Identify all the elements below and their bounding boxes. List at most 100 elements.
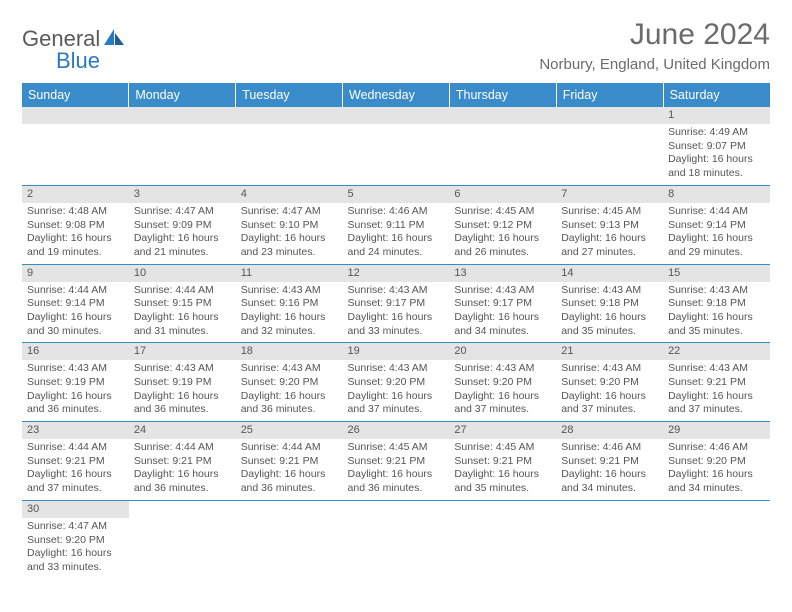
day-line: Sunrise: 4:45 AM — [454, 441, 551, 455]
day-cell: 22Sunrise: 4:43 AMSunset: 9:21 PMDayligh… — [663, 343, 770, 422]
day-cell — [343, 500, 450, 578]
day-line: and 37 minutes. — [561, 403, 658, 417]
day-line: Daylight: 16 hours — [27, 232, 124, 246]
week-row: 23Sunrise: 4:44 AMSunset: 9:21 PMDayligh… — [22, 422, 770, 501]
day-details: Sunrise: 4:46 AMSunset: 9:11 PMDaylight:… — [343, 203, 450, 264]
day-cell: 29Sunrise: 4:46 AMSunset: 9:20 PMDayligh… — [663, 422, 770, 501]
day-line: Daylight: 16 hours — [134, 390, 231, 404]
day-line: Daylight: 16 hours — [27, 390, 124, 404]
day-cell — [22, 107, 129, 185]
day-line: Sunset: 9:20 PM — [241, 376, 338, 390]
day-line: Sunset: 9:20 PM — [27, 534, 124, 548]
day-line: Sunset: 9:20 PM — [454, 376, 551, 390]
day-header: Tuesday — [236, 83, 343, 107]
day-line: and 34 minutes. — [668, 482, 765, 496]
day-line: and 33 minutes. — [348, 325, 445, 339]
day-line: Sunrise: 4:43 AM — [454, 362, 551, 376]
day-cell: 14Sunrise: 4:43 AMSunset: 9:18 PMDayligh… — [556, 264, 663, 343]
day-line: and 35 minutes. — [561, 325, 658, 339]
day-line: Sunrise: 4:47 AM — [134, 205, 231, 219]
day-header: Friday — [556, 83, 663, 107]
day-line: Daylight: 16 hours — [454, 232, 551, 246]
day-header: Thursday — [449, 83, 556, 107]
day-line: Sunset: 9:21 PM — [668, 376, 765, 390]
day-line: Daylight: 16 hours — [668, 390, 765, 404]
day-line: Sunset: 9:20 PM — [561, 376, 658, 390]
day-number: 22 — [663, 343, 770, 360]
day-line: Daylight: 16 hours — [27, 547, 124, 561]
day-cell: 4Sunrise: 4:47 AMSunset: 9:10 PMDaylight… — [236, 185, 343, 264]
day-line: and 18 minutes. — [668, 167, 765, 181]
day-cell: 8Sunrise: 4:44 AMSunset: 9:14 PMDaylight… — [663, 185, 770, 264]
day-number: 2 — [22, 186, 129, 203]
day-line: Sunset: 9:20 PM — [348, 376, 445, 390]
day-cell — [236, 107, 343, 185]
day-line: Daylight: 16 hours — [668, 468, 765, 482]
day-details: Sunrise: 4:43 AMSunset: 9:17 PMDaylight:… — [449, 282, 556, 343]
day-line: Daylight: 16 hours — [27, 311, 124, 325]
day-number: 14 — [556, 265, 663, 282]
day-details: Sunrise: 4:46 AMSunset: 9:20 PMDaylight:… — [663, 439, 770, 500]
day-number: 16 — [22, 343, 129, 360]
day-cell: 21Sunrise: 4:43 AMSunset: 9:20 PMDayligh… — [556, 343, 663, 422]
day-line: Sunrise: 4:44 AM — [134, 441, 231, 455]
day-number: 15 — [663, 265, 770, 282]
day-line: and 34 minutes. — [454, 325, 551, 339]
day-line: Sunset: 9:09 PM — [134, 219, 231, 233]
day-number: 3 — [129, 186, 236, 203]
day-number: 24 — [129, 422, 236, 439]
day-number: 12 — [343, 265, 450, 282]
day-details: Sunrise: 4:48 AMSunset: 9:08 PMDaylight:… — [22, 203, 129, 264]
day-cell: 18Sunrise: 4:43 AMSunset: 9:20 PMDayligh… — [236, 343, 343, 422]
day-line: Daylight: 16 hours — [348, 232, 445, 246]
day-number: 4 — [236, 186, 343, 203]
day-details: Sunrise: 4:43 AMSunset: 9:20 PMDaylight:… — [449, 360, 556, 421]
day-number: 10 — [129, 265, 236, 282]
day-line: Daylight: 16 hours — [454, 311, 551, 325]
empty-day-bar — [556, 107, 663, 124]
day-details: Sunrise: 4:44 AMSunset: 9:14 PMDaylight:… — [22, 282, 129, 343]
day-details: Sunrise: 4:43 AMSunset: 9:18 PMDaylight:… — [556, 282, 663, 343]
day-details: Sunrise: 4:44 AMSunset: 9:21 PMDaylight:… — [22, 439, 129, 500]
day-line: Daylight: 16 hours — [454, 390, 551, 404]
day-line: and 24 minutes. — [348, 246, 445, 260]
day-line: Sunrise: 4:46 AM — [668, 441, 765, 455]
day-line: Sunrise: 4:43 AM — [134, 362, 231, 376]
day-number: 27 — [449, 422, 556, 439]
day-line: Sunset: 9:18 PM — [561, 297, 658, 311]
day-line: Daylight: 16 hours — [561, 232, 658, 246]
day-line: Daylight: 16 hours — [668, 153, 765, 167]
day-cell: 9Sunrise: 4:44 AMSunset: 9:14 PMDaylight… — [22, 264, 129, 343]
day-details: Sunrise: 4:43 AMSunset: 9:21 PMDaylight:… — [663, 360, 770, 421]
day-cell: 10Sunrise: 4:44 AMSunset: 9:15 PMDayligh… — [129, 264, 236, 343]
day-line: and 36 minutes. — [134, 403, 231, 417]
day-details: Sunrise: 4:45 AMSunset: 9:13 PMDaylight:… — [556, 203, 663, 264]
empty-day-bar — [236, 107, 343, 124]
day-details: Sunrise: 4:43 AMSunset: 9:20 PMDaylight:… — [236, 360, 343, 421]
week-row: 16Sunrise: 4:43 AMSunset: 9:19 PMDayligh… — [22, 343, 770, 422]
day-line: and 29 minutes. — [668, 246, 765, 260]
day-details: Sunrise: 4:45 AMSunset: 9:12 PMDaylight:… — [449, 203, 556, 264]
header: General June 2024 Norbury, England, Unit… — [22, 18, 770, 73]
day-line: Sunrise: 4:43 AM — [27, 362, 124, 376]
day-line: Sunset: 9:21 PM — [348, 455, 445, 469]
day-details: Sunrise: 4:46 AMSunset: 9:21 PMDaylight:… — [556, 439, 663, 500]
week-row: 9Sunrise: 4:44 AMSunset: 9:14 PMDaylight… — [22, 264, 770, 343]
day-cell: 17Sunrise: 4:43 AMSunset: 9:19 PMDayligh… — [129, 343, 236, 422]
day-line: Sunset: 9:08 PM — [27, 219, 124, 233]
day-number: 30 — [22, 501, 129, 518]
day-cell: 24Sunrise: 4:44 AMSunset: 9:21 PMDayligh… — [129, 422, 236, 501]
day-details: Sunrise: 4:43 AMSunset: 9:18 PMDaylight:… — [663, 282, 770, 343]
day-number: 13 — [449, 265, 556, 282]
day-cell: 6Sunrise: 4:45 AMSunset: 9:12 PMDaylight… — [449, 185, 556, 264]
day-number: 6 — [449, 186, 556, 203]
day-cell — [556, 107, 663, 185]
empty-day-bar — [22, 107, 129, 124]
day-number: 25 — [236, 422, 343, 439]
day-line: Sunset: 9:19 PM — [134, 376, 231, 390]
empty-day-bar — [449, 107, 556, 124]
day-line: Sunset: 9:10 PM — [241, 219, 338, 233]
day-cell — [449, 107, 556, 185]
sail-icon — [102, 27, 126, 52]
day-line: Daylight: 16 hours — [241, 390, 338, 404]
